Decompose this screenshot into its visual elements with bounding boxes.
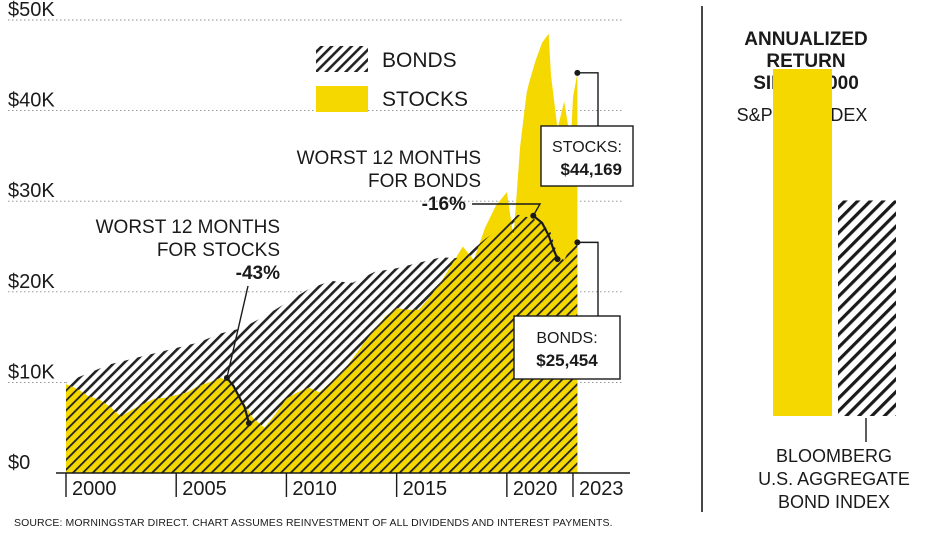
bar-category-label-bonds-line: BOND INDEX	[778, 492, 890, 512]
annotation-stocks-drawdown	[226, 377, 251, 424]
stocks-callout-leader	[577, 72, 599, 126]
bonds-callout-box	[513, 315, 621, 380]
bar-sp500	[773, 69, 832, 417]
annotation-bonds-leader	[472, 203, 542, 217]
x-tick-label: 2020	[513, 478, 558, 500]
legend-stocks-label: STOCKS	[382, 88, 468, 111]
annotation-bonds-start-dot	[530, 212, 537, 219]
y-tick-label: $50K	[8, 0, 55, 21]
bonds-callout-leader	[577, 241, 599, 316]
annotation-stocks-start-dot	[223, 374, 230, 381]
x-tick-label: 2005	[182, 478, 227, 500]
y-tick-label: $40K	[8, 90, 55, 112]
bar-title-line: RETURN	[766, 51, 845, 72]
bonds-callout-label: BONDS:	[536, 330, 597, 347]
area-layer	[66, 33, 578, 474]
y-tick-label: $0	[8, 452, 30, 474]
annotation-bonds-end-dot	[554, 256, 561, 263]
y-tick-label: $30K	[8, 180, 55, 202]
annotation-stocks-line2: FOR STOCKS	[157, 240, 280, 261]
stocks-callout-box	[540, 125, 634, 187]
y-tick-label: $20K	[8, 271, 55, 293]
x-tick-label: 2000	[72, 478, 117, 500]
legend-bonds-swatch	[316, 46, 368, 72]
legend-stocks-swatch	[316, 86, 368, 112]
annotation-stocks-leader	[226, 285, 249, 379]
bar-category-label-bonds-line: BLOOMBERG	[776, 446, 892, 466]
annotation-bonds-value: -16%	[422, 194, 466, 215]
bar-title-line: ANNUALIZED	[744, 29, 868, 50]
annotation-bonds-line2: FOR BONDS	[368, 171, 481, 192]
bar-category-label-bonds-line: U.S. AGGREGATE	[758, 469, 910, 489]
annotation-stocks-end-dot	[245, 420, 252, 427]
y-tick-label: $10K	[8, 361, 55, 383]
axes: $0 $10K $20K $30K $40K $50K 2000 2005 2010 2015 20…	[8, 0, 630, 500]
annotation-stocks-line1: WORST 12 MONTHS	[96, 217, 280, 238]
stocks-callout-value: $44,169	[561, 160, 622, 179]
source-note: SOURCE: MORNINGSTAR DIRECT. CHART ASSUME…	[14, 517, 613, 529]
x-tick-label: 2015	[403, 478, 448, 500]
x-tick-label: 2023	[579, 478, 624, 500]
bar-bonds	[838, 200, 896, 416]
x-tick-label: 2010	[292, 478, 337, 500]
legend-bonds-label: BONDS	[382, 49, 457, 72]
legend: BONDS STOCKS	[316, 46, 468, 112]
stocks-callout-label: STOCKS:	[552, 139, 622, 156]
annotation-bonds-line1: WORST 12 MONTHS	[297, 148, 481, 169]
bonds-callout-value: $25,454	[536, 351, 598, 370]
annotation-bonds-drawdown	[532, 214, 559, 260]
annotation-stocks-value: -43%	[236, 263, 280, 284]
